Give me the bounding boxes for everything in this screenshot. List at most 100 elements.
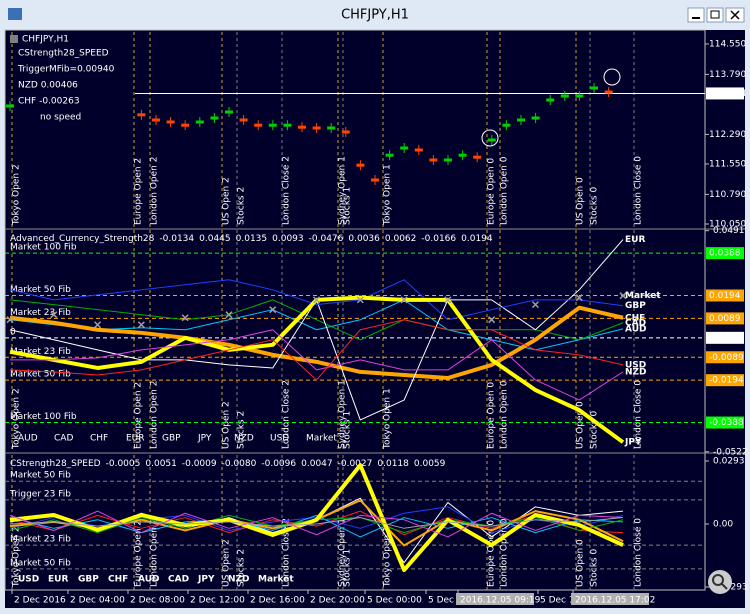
indicator-value: 0.0135 xyxy=(236,234,268,244)
currency-line xyxy=(9,319,624,381)
currency-end-label: EUR xyxy=(625,235,645,245)
session-label: Stocks 0 xyxy=(590,187,600,225)
legend-entry: AUD xyxy=(18,434,38,444)
session-label: Europe Open 2 xyxy=(134,520,144,587)
plot-frame xyxy=(4,29,706,591)
market-marker xyxy=(137,321,145,329)
indicator-annotation: TriggerMFib=0.00940 xyxy=(17,65,115,75)
session-label: US Open 0 xyxy=(576,177,586,225)
currency-end-label: Market xyxy=(625,291,661,301)
price-bar xyxy=(458,153,467,157)
session-label: Europe Open 0 xyxy=(487,158,497,225)
window-icon xyxy=(8,8,22,20)
time-label: 5 Dec 04: xyxy=(428,596,471,606)
time-label: 5 Dec 00:00 xyxy=(367,596,422,606)
session-label: US Open 2 xyxy=(222,401,232,449)
market-marker xyxy=(444,296,452,304)
session-label: Stocks 0 xyxy=(590,411,600,449)
price-bar xyxy=(502,123,511,127)
indicator-annotation: CStrength28_SPEED xyxy=(18,49,109,59)
indicator-value: -0.0166 xyxy=(421,234,456,244)
price-bar xyxy=(210,116,219,120)
time-label: 5 Dec 12: xyxy=(540,596,583,606)
legend-entry: NZD xyxy=(234,434,254,444)
market-marker xyxy=(94,321,102,329)
session-label: US Open 0 xyxy=(576,539,586,587)
level-name: Market 23 Fib xyxy=(10,308,71,318)
market-marker xyxy=(488,316,496,324)
indicator-header: CStrength28_SPEED -0.0005 0.0051 -0.0009 -0.… xyxy=(10,459,446,469)
time-label: 2 Dec 2016 xyxy=(14,596,66,606)
legend-entry: CHF xyxy=(90,434,108,444)
price-bar xyxy=(341,130,350,134)
legend-entry: USD xyxy=(18,575,39,585)
session-label: London Open 0 xyxy=(500,156,510,225)
time-label: 2016.12.05 17:02 xyxy=(575,596,655,606)
y-tick-label: 112.290 xyxy=(709,130,746,140)
y-tick-label: 113.790 xyxy=(709,70,746,80)
maximize-button[interactable] xyxy=(706,7,724,23)
price-bar xyxy=(298,125,306,129)
price-bar xyxy=(590,86,598,90)
legend-entry: EUR xyxy=(48,575,68,585)
currency-end-label: JPY xyxy=(624,438,642,448)
zoom-glyph xyxy=(712,574,724,586)
level-name: Trigger 23 Fib xyxy=(9,489,71,499)
price-bar xyxy=(152,118,160,122)
level-box xyxy=(706,374,744,387)
time-label: 2 Dec 12:00 xyxy=(190,596,245,606)
price-bar xyxy=(356,163,365,167)
legend-entry: CAD xyxy=(168,575,189,585)
indicator-value: -0.0096 xyxy=(261,459,296,469)
zoom-button[interactable] xyxy=(708,570,732,594)
price-bar xyxy=(312,126,321,130)
y-tick-label: 0.0491 xyxy=(713,226,745,236)
session-label: Stocks 2 xyxy=(237,187,247,225)
session-label: London Open 2 xyxy=(150,157,160,225)
session-label: Sydney Open 1 xyxy=(338,380,348,449)
legend-entry: GBP xyxy=(78,575,99,585)
session-label: Tokyo Open 1 xyxy=(383,526,393,588)
legend-entry: Market xyxy=(306,434,337,444)
price-bar xyxy=(517,118,525,122)
time-label: 2 Dec 20:00 xyxy=(310,596,365,606)
session-label: Stocks 1 xyxy=(343,187,353,225)
indicator-value: 0.0062 xyxy=(385,234,417,244)
price-bar xyxy=(371,178,379,182)
time-label: 2 Dec 16:00 xyxy=(250,596,305,606)
zoom-circle[interactable] xyxy=(708,570,732,594)
price-bar xyxy=(546,98,555,102)
indicator-value: 0.0194 xyxy=(461,234,493,244)
indicator-value: 0.0118 xyxy=(377,459,409,469)
level-box xyxy=(706,416,744,429)
y-tick-label: 0.00 xyxy=(713,520,733,530)
signal-circle xyxy=(603,68,621,86)
close-glyph xyxy=(730,10,740,20)
y-tick-label: -0.0522 xyxy=(713,447,748,457)
price-bar xyxy=(429,158,438,162)
current-price-box xyxy=(706,87,744,100)
price-bar xyxy=(283,123,292,127)
session-label: Stocks 2 xyxy=(237,411,247,449)
time-label: 2016.12.05 09:19 xyxy=(460,596,541,606)
session-label: Europe Open 0 xyxy=(487,520,497,587)
session-label: London Open 2 xyxy=(150,381,160,449)
level-name: Market 50 Fib xyxy=(10,370,71,380)
legend-entry: USD xyxy=(270,434,289,444)
minimize-button[interactable] xyxy=(687,7,705,23)
legend-entry: Market xyxy=(258,575,294,585)
indicator-annotation: CHF -0.00263 xyxy=(18,97,80,107)
window-buttons[interactable] xyxy=(687,7,745,23)
session-label: London Open 2 xyxy=(150,519,160,587)
level-label: 0.0194 xyxy=(709,291,741,301)
level-box xyxy=(706,289,744,302)
price-bar xyxy=(181,123,190,127)
indicator-value: 0.0445 xyxy=(199,234,231,244)
currency-end-label: NZD xyxy=(625,367,647,377)
legend-entry: AUD xyxy=(138,575,159,585)
level-label: -0.0194 xyxy=(709,376,744,386)
level-label: -0.0388 xyxy=(709,418,744,428)
indicator-value: -0.0134 xyxy=(159,234,194,244)
market-marker xyxy=(225,311,233,319)
indicator-value: 0.0051 xyxy=(145,459,177,469)
